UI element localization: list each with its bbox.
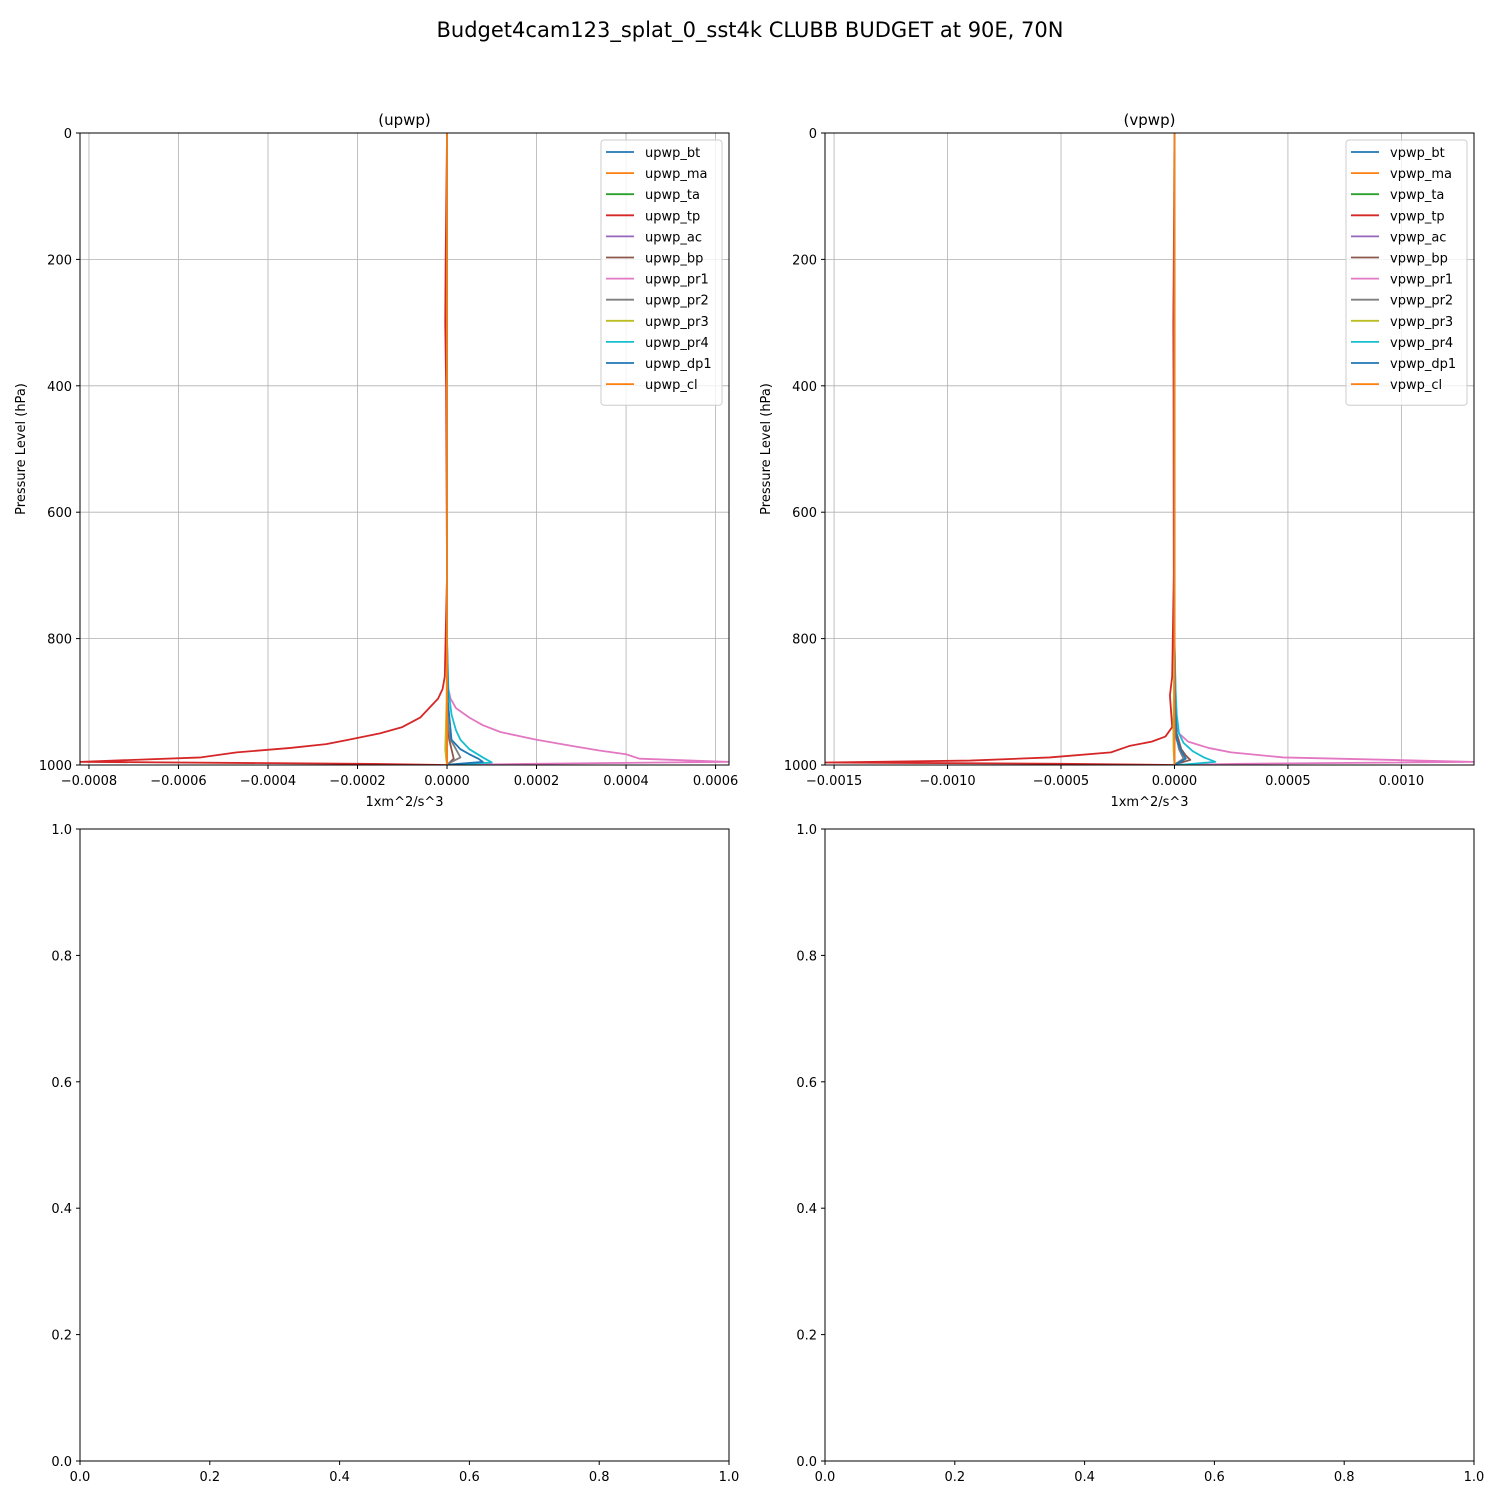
- y-tick-label: 0.6: [796, 1076, 817, 1091]
- legend-entry: upwp_bp: [645, 252, 703, 267]
- chart-empty-bottom-left: 0.0 0.2 0.4 0.6 0.8 1.0 0.0 0.2 0.4 0.6 0.8 1.0: [51, 823, 739, 1485]
- legend-entry: upwp_dp1: [645, 357, 712, 372]
- y-tick-label: 0.4: [51, 1202, 72, 1217]
- legend-entry: upwp_ma: [645, 167, 708, 182]
- x-tick-label: 0.8: [1334, 1470, 1355, 1485]
- plot-frame: [79, 828, 730, 1462]
- legend-entry: vpwp_cl: [1390, 378, 1442, 393]
- chart-title: (upwp): [378, 111, 431, 129]
- legend-entry: vpwp_pr3: [1390, 315, 1453, 330]
- x-tick-label: 1.0: [719, 1470, 740, 1485]
- x-tick-label: −0.0005: [1033, 774, 1089, 789]
- figure-title: Budget4cam123_splat_0_sst4k CLUBB BUDGET…: [437, 18, 1064, 43]
- legend-box: [1345, 139, 1468, 406]
- x-tick-label: 0.0: [70, 1470, 91, 1485]
- legend-entry: vpwp_pr1: [1390, 273, 1453, 288]
- legend-entry: vpwp_ac: [1390, 230, 1446, 245]
- plot-frame: [79, 132, 730, 766]
- legend-entry: upwp_ta: [645, 188, 700, 203]
- x-tick-label: 0.6: [459, 1470, 480, 1485]
- x-tick-label: 0.8: [589, 1470, 610, 1485]
- x-tick-label: 0.2: [944, 1470, 965, 1485]
- legend-entry: vpwp_pr4: [1390, 336, 1453, 351]
- x-tick-label: 0.0005: [1265, 774, 1311, 789]
- x-tick-label: 0.0010: [1379, 774, 1425, 789]
- y-tick-label: 200: [47, 253, 72, 268]
- y-tick-label: 0.0: [51, 1455, 72, 1470]
- legend-entry: upwp_tp: [645, 209, 700, 224]
- legend: upwp_bt upwp_ma upwp_ta upwp_tp upwp_ac upwp_…: [600, 139, 723, 406]
- legend-entry: vpwp_bt: [1390, 146, 1445, 161]
- y-tick-label: 0.2: [51, 1329, 72, 1344]
- y-tick-label: 0.4: [796, 1202, 817, 1217]
- y-tick-label: 1000: [784, 759, 817, 774]
- chart-upwp: (upwp) 1xm^2/s^3 Pressure Level (hPa) −0…: [14, 111, 738, 810]
- legend: vpwp_bt vpwp_ma vpwp_ta vpwp_tp vpwp_ac vpwp_…: [1345, 139, 1468, 406]
- legend-box: [600, 139, 723, 406]
- y-tick-label: 1.0: [51, 823, 72, 838]
- x-tick-label: −0.0008: [61, 774, 117, 789]
- legend-entry: vpwp_tp: [1390, 209, 1445, 224]
- x-tick-label: 1.0: [1464, 1470, 1485, 1485]
- y-axis-label: Pressure Level (hPa): [14, 383, 29, 515]
- y-tick-label: 0.6: [51, 1076, 72, 1091]
- x-tick-label: −0.0004: [240, 774, 296, 789]
- x-tick-label: 0.6: [1204, 1470, 1225, 1485]
- series-line-vpwp_tp: [825, 133, 1176, 765]
- y-tick-label: 600: [47, 506, 72, 521]
- legend-entry: vpwp_ma: [1390, 167, 1452, 182]
- x-axis-label: 1xm^2/s^3: [1110, 795, 1188, 810]
- y-tick-label: 400: [47, 380, 72, 395]
- x-tick-label: −0.0006: [150, 774, 206, 789]
- x-tick-label: 0.0006: [693, 774, 739, 789]
- chart-vpwp: (vpwp) 1xm^2/s^3 Pressure Level (hPa) −0…: [759, 111, 1475, 810]
- x-tick-label: 0.2: [199, 1470, 220, 1485]
- x-tick-label: 0.0: [815, 1470, 836, 1485]
- chart-title: (vpwp): [1124, 111, 1176, 129]
- legend-entry: upwp_pr1: [645, 273, 709, 288]
- legend-entry: upwp_ac: [645, 230, 702, 245]
- legend-entry: upwp_pr4: [645, 336, 709, 351]
- x-tick-label: 0.0002: [514, 774, 560, 789]
- legend-entry: upwp_bt: [645, 146, 700, 161]
- y-tick-label: 600: [792, 506, 817, 521]
- y-tick-label: 800: [47, 633, 72, 648]
- y-tick-label: 0: [809, 127, 817, 142]
- legend-entry: upwp_pr3: [645, 315, 709, 330]
- x-axis-label: 1xm^2/s^3: [365, 795, 443, 810]
- y-tick-label: 0.8: [51, 949, 72, 964]
- plot-frame: [824, 132, 1475, 766]
- y-tick-label: 1000: [39, 759, 72, 774]
- y-tick-label: 0.0: [796, 1455, 817, 1470]
- legend-entry: vpwp_dp1: [1390, 357, 1456, 372]
- x-tick-label: −0.0002: [329, 774, 385, 789]
- x-tick-label: 0.0000: [1152, 774, 1198, 789]
- x-tick-label: −0.0010: [919, 774, 975, 789]
- y-axis-label: Pressure Level (hPa): [759, 383, 774, 515]
- legend-entry: upwp_cl: [645, 378, 698, 393]
- y-tick-label: 800: [792, 633, 817, 648]
- y-tick-label: 200: [792, 253, 817, 268]
- y-tick-label: 0.2: [796, 1329, 817, 1344]
- plot-frame: [824, 828, 1475, 1462]
- y-tick-label: 400: [792, 380, 817, 395]
- y-tick-label: 1.0: [796, 823, 817, 838]
- x-tick-label: 0.0000: [424, 774, 470, 789]
- legend-entry: vpwp_pr2: [1390, 294, 1453, 309]
- y-tick-label: 0: [64, 127, 72, 142]
- x-tick-label: 0.4: [1074, 1470, 1095, 1485]
- y-tick-label: 0.8: [796, 949, 817, 964]
- chart-empty-bottom-right: 0.0 0.2 0.4 0.6 0.8 1.0 0.0 0.2 0.4 0.6 0.8 1.0: [796, 823, 1484, 1485]
- x-tick-label: 0.4: [329, 1470, 350, 1485]
- legend-entry: vpwp_ta: [1390, 188, 1444, 203]
- x-tick-label: −0.0015: [806, 774, 862, 789]
- x-tick-label: 0.0004: [603, 774, 649, 789]
- legend-entry: upwp_pr2: [645, 294, 709, 309]
- legend-entry: vpwp_bp: [1390, 252, 1448, 267]
